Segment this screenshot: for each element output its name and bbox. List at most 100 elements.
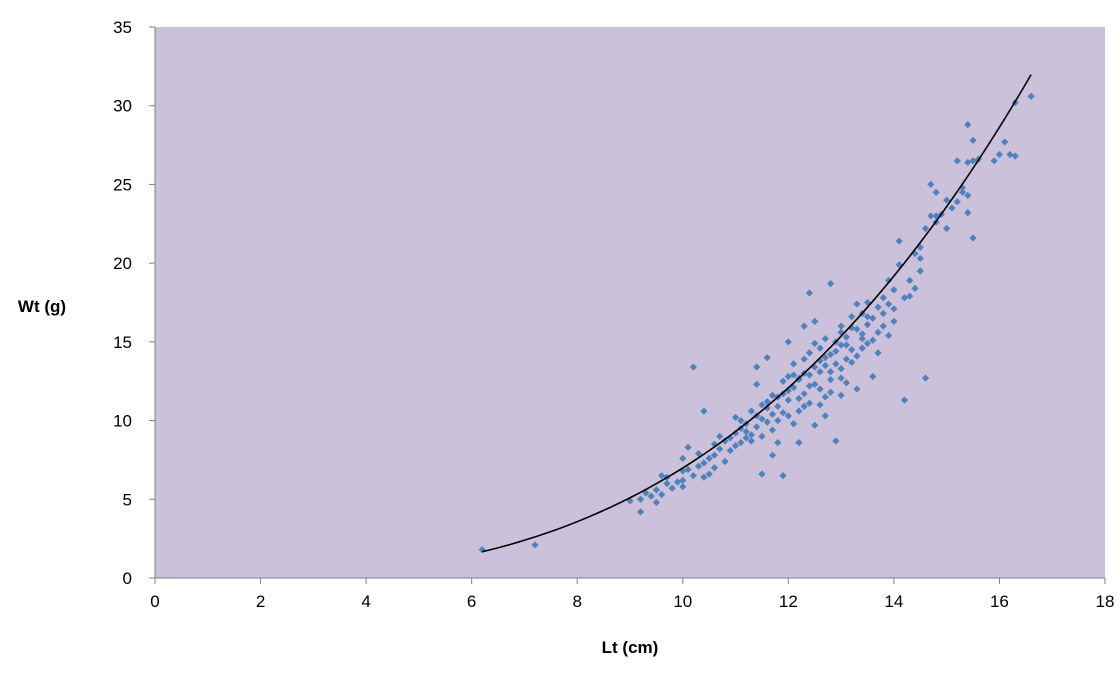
data-point: [747, 437, 755, 445]
data-point: [811, 380, 819, 388]
data-point: [821, 393, 829, 401]
data-point: [700, 459, 708, 467]
data-point: [779, 377, 787, 385]
y-tick-label: 35: [113, 18, 132, 37]
data-point: [700, 473, 708, 481]
data-point: [842, 379, 850, 387]
data-point: [890, 305, 898, 313]
x-tick-label: 14: [884, 592, 903, 611]
data-point: [795, 394, 803, 403]
data-point: [652, 486, 660, 494]
data-point: [695, 450, 703, 458]
data-point: [716, 432, 724, 440]
data-point: [858, 344, 866, 352]
data-point: [800, 322, 808, 330]
data-point: [848, 358, 856, 366]
data-point: [837, 341, 845, 349]
data-point: [1001, 138, 1009, 146]
data-point: [858, 335, 866, 343]
data-point: [768, 451, 777, 459]
y-axis-ticks: 0 5 10 15 20 25 30 35: [113, 18, 155, 588]
x-axis-title: Lt (cm): [602, 638, 659, 657]
data-point: [848, 346, 856, 354]
data-point: [826, 388, 835, 396]
x-tick-label: 18: [1096, 592, 1115, 611]
data-point: [805, 382, 814, 390]
data-point: [663, 479, 671, 488]
data-point: [763, 404, 771, 412]
data-point: [821, 354, 829, 362]
y-tick-label: 0: [123, 569, 132, 588]
data-point: [832, 437, 840, 445]
data-point: [969, 136, 977, 144]
data-point: [774, 416, 782, 425]
data-point: [863, 320, 872, 329]
data-point: [927, 212, 935, 220]
data-point: [858, 330, 866, 338]
data-point: [874, 349, 882, 357]
data-point: [900, 294, 909, 302]
data-point: [842, 333, 850, 341]
data-point: [705, 470, 713, 478]
data-point: [906, 292, 914, 300]
data-point: [642, 489, 650, 497]
data-point: [684, 465, 692, 473]
data-point: [863, 339, 872, 348]
data-point: [953, 198, 961, 206]
data-point: [758, 401, 766, 409]
data-point: [811, 363, 819, 371]
data-point: [842, 355, 850, 363]
data-point: [784, 372, 792, 381]
data-point: [779, 409, 787, 417]
data-point: [737, 439, 745, 447]
data-point: [768, 391, 777, 399]
data-point: [731, 413, 740, 422]
y-tick-label: 30: [113, 97, 132, 116]
data-point: [658, 472, 666, 480]
data-point: [737, 416, 745, 425]
y-axis-title: Wt (g): [18, 297, 66, 316]
data-point: [969, 234, 977, 242]
data-point: [921, 374, 930, 382]
data-point: [848, 324, 856, 332]
data-point: [763, 398, 771, 406]
data-point: [895, 237, 903, 245]
data-point: [652, 498, 660, 507]
y-tick-label: 15: [113, 333, 132, 352]
data-point: [753, 380, 761, 388]
data-point: [800, 390, 808, 398]
x-axis-ticks: 0 2 4 6 8 10 12 14 16 18: [150, 578, 1114, 611]
data-point: [1027, 92, 1035, 100]
data-point: [758, 432, 766, 440]
data-point: [874, 328, 882, 337]
data-point: [885, 276, 893, 285]
data-point: [890, 317, 898, 325]
data-point: [869, 314, 877, 322]
data-point: [774, 439, 782, 447]
data-point: [478, 546, 486, 554]
data-point: [531, 541, 539, 549]
data-point: [921, 224, 930, 233]
data-point: [805, 289, 814, 297]
data-point: [747, 407, 755, 415]
data-point: [784, 396, 792, 404]
data-point: [879, 309, 887, 318]
x-tick-label: 0: [150, 592, 159, 611]
data-point: [932, 212, 940, 220]
data-point: [774, 402, 782, 411]
data-point: [800, 402, 808, 411]
data-point: [842, 341, 850, 349]
data-point: [695, 462, 703, 470]
data-point: [679, 476, 687, 484]
x-tick-label: 2: [256, 592, 265, 611]
data-points: [478, 92, 1035, 554]
data-point: [953, 157, 961, 165]
x-tick-label: 6: [467, 592, 476, 611]
data-point: [964, 191, 972, 200]
data-point: [990, 157, 998, 165]
data-point: [790, 420, 798, 428]
x-tick-label: 10: [673, 592, 692, 611]
data-point: [816, 385, 824, 393]
data-point: [747, 431, 755, 439]
data-point: [816, 357, 824, 365]
